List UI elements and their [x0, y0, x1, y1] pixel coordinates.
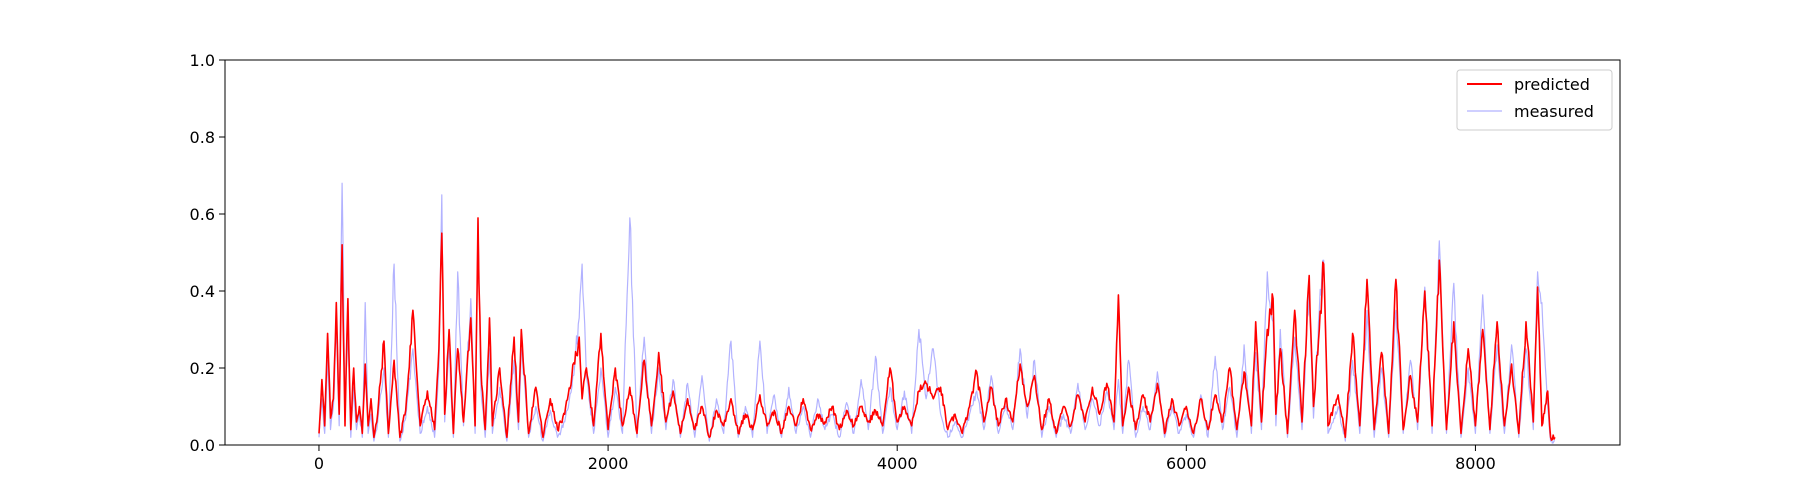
legend-label-predicted: predicted [1514, 75, 1590, 94]
y-tick-label: 0.0 [190, 436, 215, 455]
series-layer [318, 182, 1556, 444]
y-tick-label: 0.8 [190, 128, 215, 147]
x-tick-label: 8000 [1455, 454, 1496, 473]
y-tick-label: 1.0 [190, 51, 215, 70]
y-tick-label: 0.2 [190, 359, 215, 378]
y-axis: 0.0 0.2 0.4 0.6 0.8 1.0 [190, 51, 225, 455]
plot-frame [224, 59, 1621, 446]
x-tick-label: 4000 [877, 454, 918, 473]
x-tick-label: 2000 [588, 454, 629, 473]
y-tick-label: 0.6 [190, 205, 215, 224]
y-tick-label: 0.4 [190, 282, 215, 301]
series-line-predicted [318, 217, 1556, 441]
x-axis: 0 2000 4000 6000 8000 [314, 445, 1496, 473]
x-tick-label: 6000 [1166, 454, 1207, 473]
legend-label-measured: measured [1514, 102, 1594, 121]
x-tick-label: 0 [314, 454, 324, 473]
legend: predicted measured [1456, 69, 1613, 131]
